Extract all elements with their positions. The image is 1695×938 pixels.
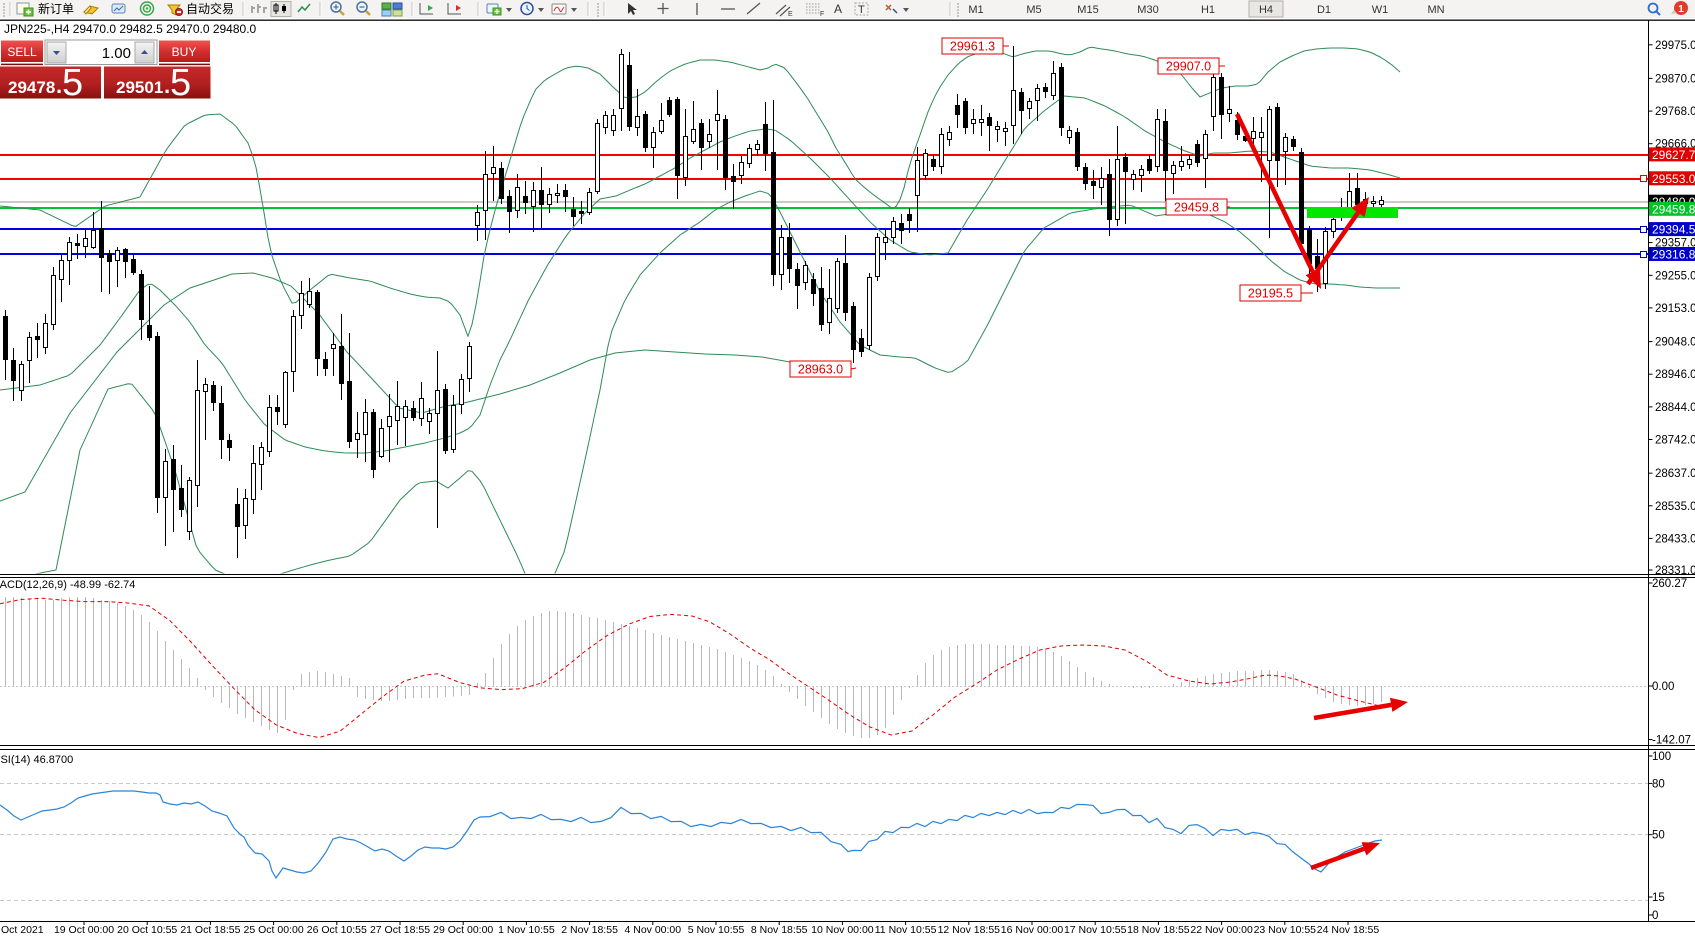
svg-text:15: 15: [1652, 892, 1665, 904]
svg-text:M15: M15: [1077, 4, 1098, 16]
svg-text:JPN225-,H4 29470.0 29482.5 29: JPN225-,H4 29470.0 29482.5 29470.0 29480…: [4, 22, 257, 36]
svg-text:M30: M30: [1137, 4, 1158, 16]
svg-text:1.00: 1.00: [102, 45, 131, 62]
svg-text:80: 80: [1652, 778, 1665, 790]
svg-text:8 Nov 18:55: 8 Nov 18:55: [751, 924, 808, 936]
svg-text:21 Oct 18:55: 21 Oct 18:55: [180, 924, 240, 936]
svg-text:29870.0: 29870.0: [1655, 73, 1695, 85]
svg-text:A: A: [834, 2, 842, 16]
svg-text:29255.0: 29255.0: [1655, 270, 1695, 282]
svg-text:5: 5: [170, 62, 191, 104]
svg-text:29501: 29501: [116, 78, 163, 97]
svg-text:29961.3: 29961.3: [950, 40, 995, 54]
svg-text:4 Nov 00:00: 4 Nov 00:00: [624, 924, 681, 936]
svg-text:29478: 29478: [8, 78, 55, 97]
svg-text:29195.5: 29195.5: [1248, 287, 1293, 301]
svg-text:-142.07: -142.07: [1652, 735, 1691, 747]
svg-text:2 Nov 18:55: 2 Nov 18:55: [561, 924, 618, 936]
svg-text:10 Nov 00:00: 10 Nov 00:00: [811, 924, 874, 936]
svg-text:12 Nov 18:55: 12 Nov 18:55: [938, 924, 1001, 936]
svg-text:29048.0: 29048.0: [1655, 337, 1695, 349]
svg-text:1: 1: [1678, 4, 1684, 15]
svg-text:W1: W1: [1372, 4, 1389, 16]
svg-text:29459.8: 29459.8: [1652, 202, 1695, 216]
svg-text:26 Oct 10:55: 26 Oct 10:55: [307, 924, 367, 936]
svg-text:11 Nov 10:55: 11 Nov 10:55: [875, 924, 937, 936]
svg-text:18 Nov 18:55: 18 Nov 18:55: [1127, 924, 1190, 936]
svg-text:29907.0: 29907.0: [1166, 60, 1211, 74]
svg-text:0: 0: [1652, 910, 1658, 922]
svg-text:50: 50: [1652, 830, 1665, 842]
svg-text:1 Nov 10:55: 1 Nov 10:55: [498, 924, 555, 936]
svg-text:H4: H4: [1259, 4, 1273, 16]
svg-text:Oct 2021: Oct 2021: [1, 924, 44, 936]
svg-text:新订单: 新订单: [38, 1, 74, 16]
svg-text:25 Oct 00:00: 25 Oct 00:00: [244, 924, 304, 936]
svg-text:BUY: BUY: [172, 45, 197, 59]
svg-text:RSI(14) 46.8700: RSI(14) 46.8700: [0, 754, 73, 766]
svg-text:28331.0: 28331.0: [1655, 565, 1695, 577]
svg-text:20 Oct 10:55: 20 Oct 10:55: [117, 924, 177, 936]
svg-text:.: .: [56, 73, 62, 98]
svg-text:M5: M5: [1026, 4, 1041, 16]
svg-text:28742.0: 28742.0: [1655, 435, 1695, 447]
svg-text:24 Nov 18:55: 24 Nov 18:55: [1317, 924, 1380, 936]
svg-text:29975.0: 29975.0: [1655, 40, 1695, 52]
svg-text:29553.0: 29553.0: [1652, 172, 1695, 186]
svg-text:19 Oct 00:00: 19 Oct 00:00: [54, 924, 114, 936]
svg-text:28535.0: 28535.0: [1655, 501, 1695, 513]
svg-text:29357.0: 29357.0: [1655, 238, 1695, 250]
svg-text:28963.0: 28963.0: [798, 363, 843, 377]
svg-text:23 Nov 10:55: 23 Nov 10:55: [1254, 924, 1317, 936]
svg-text:29153.0: 29153.0: [1655, 303, 1695, 315]
svg-text:29459.8: 29459.8: [1174, 201, 1219, 215]
svg-text:MN: MN: [1427, 4, 1444, 16]
svg-text:F: F: [820, 11, 824, 18]
svg-text:28844.0: 28844.0: [1655, 402, 1695, 414]
svg-text:260.27: 260.27: [1652, 578, 1687, 590]
svg-text:E: E: [788, 11, 793, 18]
svg-text:28637.0: 28637.0: [1655, 468, 1695, 480]
svg-text:0.00: 0.00: [1652, 681, 1674, 693]
svg-text:MACD(12,26,9) -48.99 -62.74: MACD(12,26,9) -48.99 -62.74: [0, 579, 135, 591]
svg-text:M1: M1: [968, 4, 983, 16]
svg-text:27 Oct 18:55: 27 Oct 18:55: [370, 924, 430, 936]
svg-text:SELL: SELL: [7, 45, 37, 59]
svg-text:28433.0: 28433.0: [1655, 533, 1695, 545]
svg-text:T: T: [858, 4, 865, 16]
svg-text:16 Nov 00:00: 16 Nov 00:00: [1001, 924, 1064, 936]
svg-text:29627.7: 29627.7: [1652, 148, 1695, 162]
svg-text:29316.8: 29316.8: [1652, 248, 1695, 262]
svg-text:5: 5: [62, 62, 83, 104]
svg-text:17 Nov 10:55: 17 Nov 10:55: [1064, 924, 1127, 936]
svg-text:自动交易: 自动交易: [186, 1, 234, 16]
svg-text:29768.0: 29768.0: [1655, 106, 1695, 118]
svg-text:22 Nov 00:00: 22 Nov 00:00: [1190, 924, 1253, 936]
svg-text:.: .: [164, 73, 170, 98]
svg-text:D1: D1: [1317, 4, 1331, 16]
svg-text:28946.0: 28946.0: [1655, 369, 1695, 381]
svg-text:100: 100: [1652, 751, 1671, 763]
svg-text:29394.5: 29394.5: [1652, 223, 1695, 237]
svg-text:29 Oct 00:00: 29 Oct 00:00: [433, 924, 493, 936]
svg-text:5 Nov 10:55: 5 Nov 10:55: [688, 924, 745, 936]
svg-text:H1: H1: [1201, 4, 1215, 16]
